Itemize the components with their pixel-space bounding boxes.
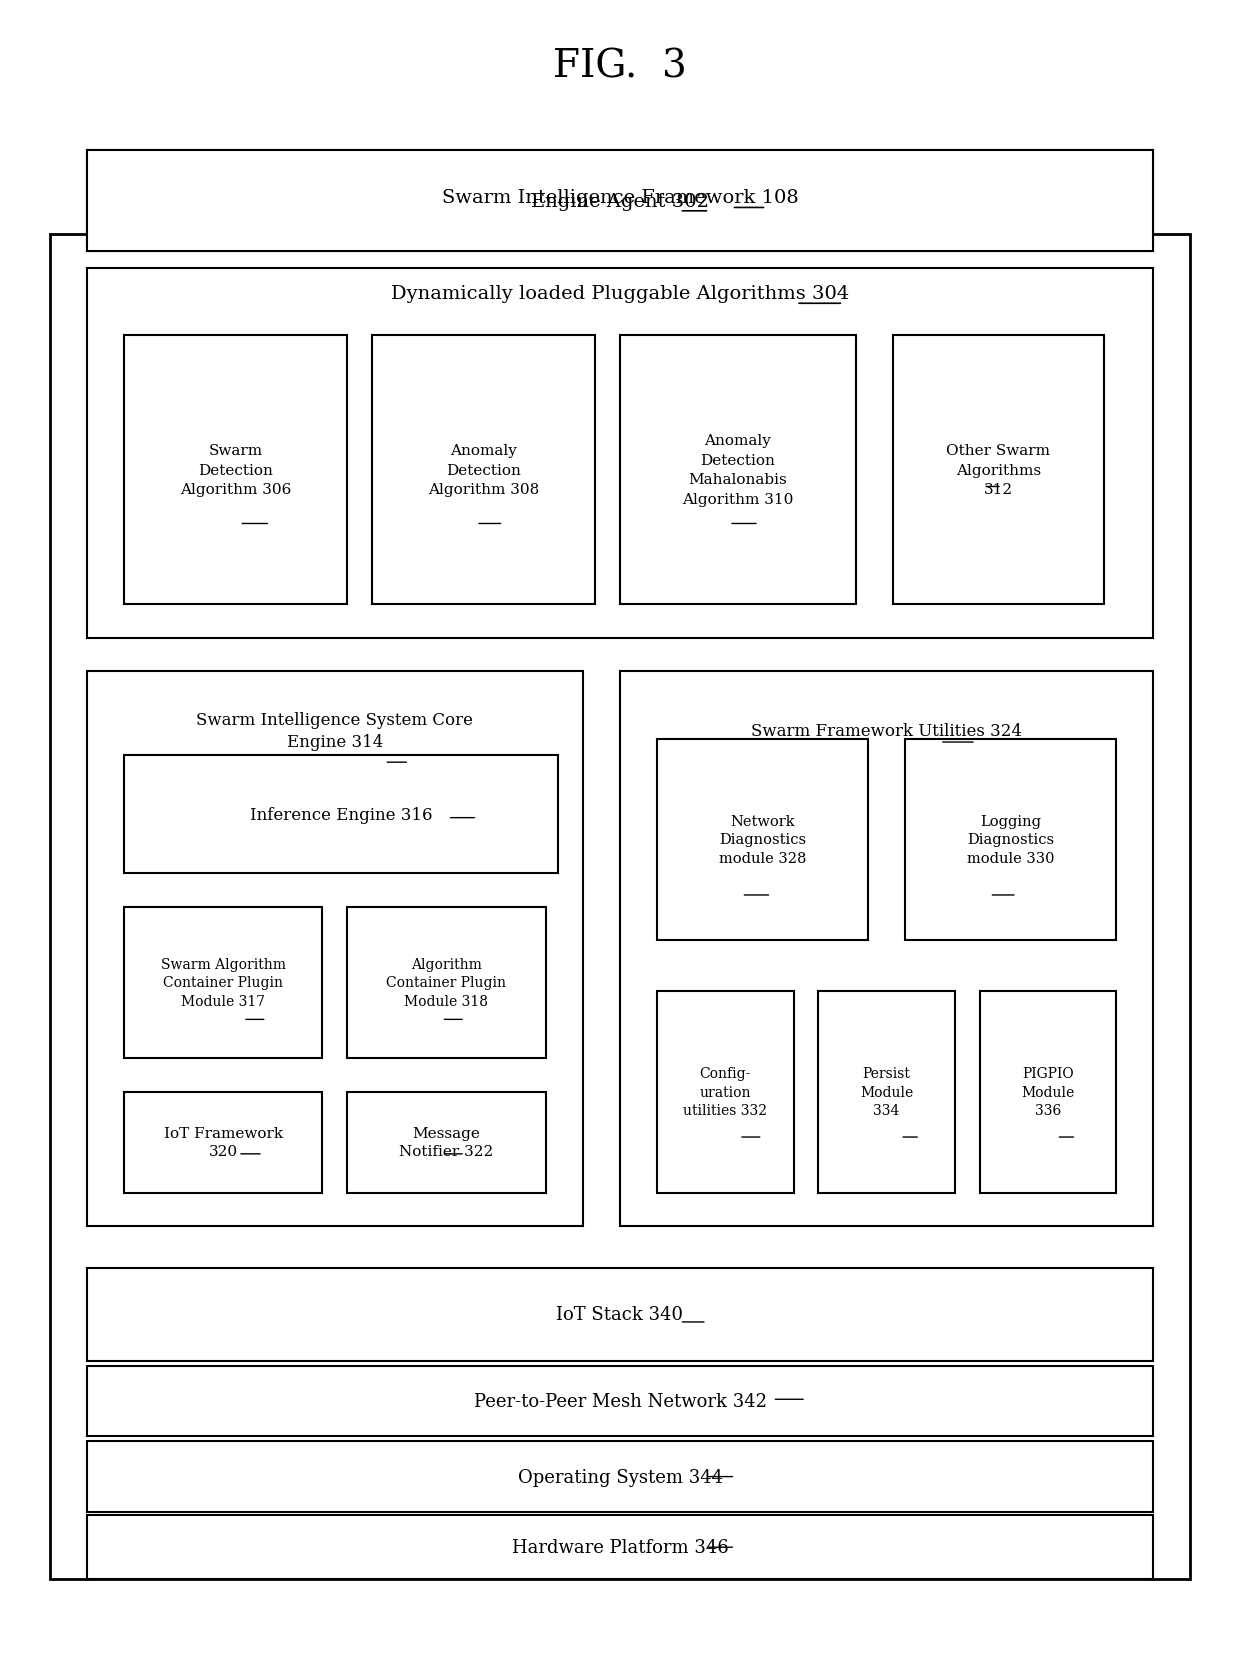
FancyBboxPatch shape — [124, 756, 558, 874]
Text: Peer-to-Peer Mesh Network 342: Peer-to-Peer Mesh Network 342 — [474, 1393, 766, 1410]
Text: Config-
uration
utilities 332: Config- uration utilities 332 — [683, 1067, 768, 1117]
FancyBboxPatch shape — [818, 991, 955, 1193]
Text: Swarm Framework Utilities 324: Swarm Framework Utilities 324 — [751, 722, 1022, 739]
FancyBboxPatch shape — [87, 1515, 1153, 1579]
Text: Logging
Diagnostics
module 330: Logging Diagnostics module 330 — [967, 815, 1054, 865]
FancyBboxPatch shape — [347, 907, 546, 1058]
Text: Swarm Algorithm
Container Plugin
Module 317: Swarm Algorithm Container Plugin Module … — [161, 958, 285, 1008]
Text: Algorithm
Container Plugin
Module 318: Algorithm Container Plugin Module 318 — [387, 958, 506, 1008]
Text: Other Swarm
Algorithms
312: Other Swarm Algorithms 312 — [946, 444, 1050, 497]
FancyBboxPatch shape — [87, 1441, 1153, 1512]
FancyBboxPatch shape — [372, 336, 595, 605]
FancyBboxPatch shape — [87, 151, 1153, 252]
Text: Hardware Platform 346: Hardware Platform 346 — [512, 1539, 728, 1556]
Text: Network
Diagnostics
module 328: Network Diagnostics module 328 — [719, 815, 806, 865]
Text: Anomaly
Detection
Mahalonabis
Algorithm 310: Anomaly Detection Mahalonabis Algorithm … — [682, 433, 794, 507]
Text: IoT Framework
320: IoT Framework 320 — [164, 1126, 283, 1159]
Text: Swarm Intelligence System Core
Engine 314: Swarm Intelligence System Core Engine 31… — [196, 711, 474, 751]
Text: Swarm Intelligence Framework 108: Swarm Intelligence Framework 108 — [441, 190, 799, 207]
Text: Swarm
Detection
Algorithm 306: Swarm Detection Algorithm 306 — [180, 444, 291, 497]
Text: Anomaly
Detection
Algorithm 308: Anomaly Detection Algorithm 308 — [428, 444, 539, 497]
FancyBboxPatch shape — [124, 336, 347, 605]
Text: FIG.  3: FIG. 3 — [553, 49, 687, 86]
FancyBboxPatch shape — [124, 907, 322, 1058]
Text: Inference Engine 316: Inference Engine 316 — [249, 806, 433, 823]
FancyBboxPatch shape — [905, 739, 1116, 941]
FancyBboxPatch shape — [657, 739, 868, 941]
FancyBboxPatch shape — [620, 336, 856, 605]
FancyBboxPatch shape — [87, 151, 1153, 252]
FancyBboxPatch shape — [620, 672, 1153, 1226]
FancyBboxPatch shape — [347, 1092, 546, 1193]
FancyBboxPatch shape — [87, 672, 583, 1226]
Text: PIGPIO
Module
336: PIGPIO Module 336 — [1022, 1067, 1074, 1117]
FancyBboxPatch shape — [50, 235, 1190, 1579]
FancyBboxPatch shape — [980, 991, 1116, 1193]
Text: Dynamically loaded Pluggable Algorithms 304: Dynamically loaded Pluggable Algorithms … — [391, 286, 849, 302]
Text: IoT Stack 340: IoT Stack 340 — [557, 1305, 683, 1324]
Text: Persist
Module
334: Persist Module 334 — [861, 1067, 913, 1117]
FancyBboxPatch shape — [87, 1268, 1153, 1361]
FancyBboxPatch shape — [893, 336, 1104, 605]
FancyBboxPatch shape — [87, 1366, 1153, 1436]
FancyBboxPatch shape — [657, 991, 794, 1193]
Text: Engine Agent 302: Engine Agent 302 — [531, 193, 709, 210]
FancyBboxPatch shape — [87, 269, 1153, 638]
Text: Message
Notifier 322: Message Notifier 322 — [399, 1126, 494, 1159]
FancyBboxPatch shape — [124, 1092, 322, 1193]
Text: Operating System 344: Operating System 344 — [517, 1468, 723, 1485]
